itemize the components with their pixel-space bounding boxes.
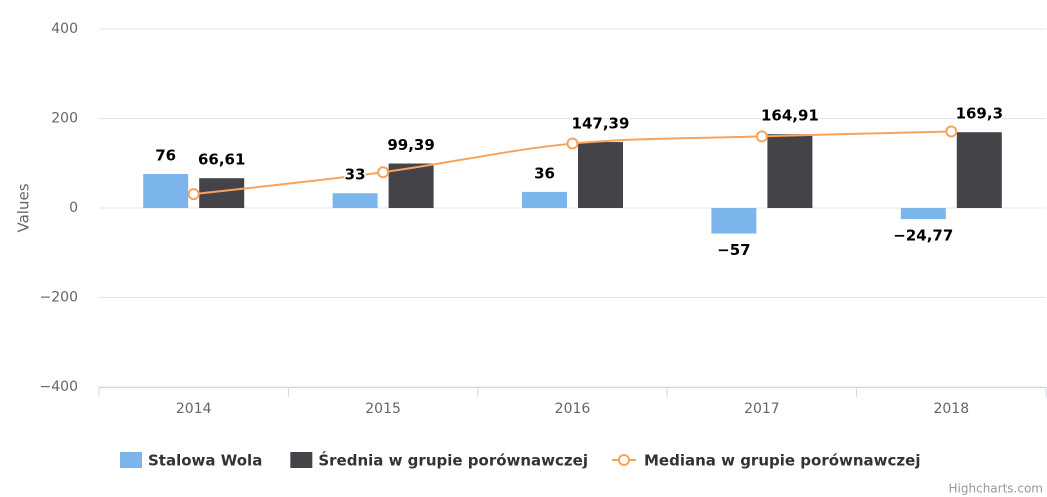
x-tick-label: 2017 <box>744 401 780 417</box>
line-marker <box>755 130 768 143</box>
legend-swatch <box>290 452 313 468</box>
x-tick-label: 2016 <box>555 401 591 417</box>
data-label: 99,39 <box>387 136 434 154</box>
bar <box>900 208 946 220</box>
data-label: −24,77 <box>893 227 953 245</box>
x-tick-label: 2014 <box>176 401 212 417</box>
y-tick-label: 200 <box>51 111 78 127</box>
bar <box>332 193 378 208</box>
y-tick-label: 0 <box>69 200 78 216</box>
bar <box>522 191 567 208</box>
data-label: −57 <box>717 241 750 259</box>
y-tick-label: 400 <box>51 21 78 37</box>
line-marker <box>377 166 390 179</box>
y-axis-title: Values <box>15 183 33 232</box>
data-label: 33 <box>345 166 366 184</box>
y-tick-label: −200 <box>40 290 78 306</box>
data-label: 76 <box>155 146 176 164</box>
bar <box>711 208 757 234</box>
line-marker <box>945 125 958 138</box>
bar <box>143 173 189 208</box>
legend-item: Stalowa Wola <box>120 452 262 470</box>
data-label: 66,61 <box>198 151 245 169</box>
legend-marker <box>617 454 630 466</box>
data-label: 147,39 <box>572 115 630 133</box>
legend-label: Średnia w grupie porównawczej <box>318 451 588 470</box>
line-marker <box>566 137 579 150</box>
line-marker <box>187 188 200 201</box>
data-label: 169,3 <box>956 105 1003 123</box>
legend-swatch <box>120 452 142 468</box>
credits: Highcharts.com <box>949 482 1043 496</box>
bar <box>578 142 623 208</box>
data-label: 164,91 <box>761 107 819 125</box>
legend-label: Mediana w grupie porównawczej <box>644 452 921 470</box>
bar <box>767 134 813 208</box>
y-tick-label: −400 <box>40 379 78 395</box>
legend-label: Stalowa Wola <box>148 452 262 470</box>
data-label: 36 <box>534 164 555 182</box>
x-tick-label: 2018 <box>933 401 969 417</box>
bar <box>956 132 1002 208</box>
x-tick-label: 2015 <box>365 401 401 417</box>
legend-item: Średnia w grupie porównawczej <box>290 451 588 470</box>
legend-item: Mediana w grupie porównawczej <box>611 452 921 470</box>
